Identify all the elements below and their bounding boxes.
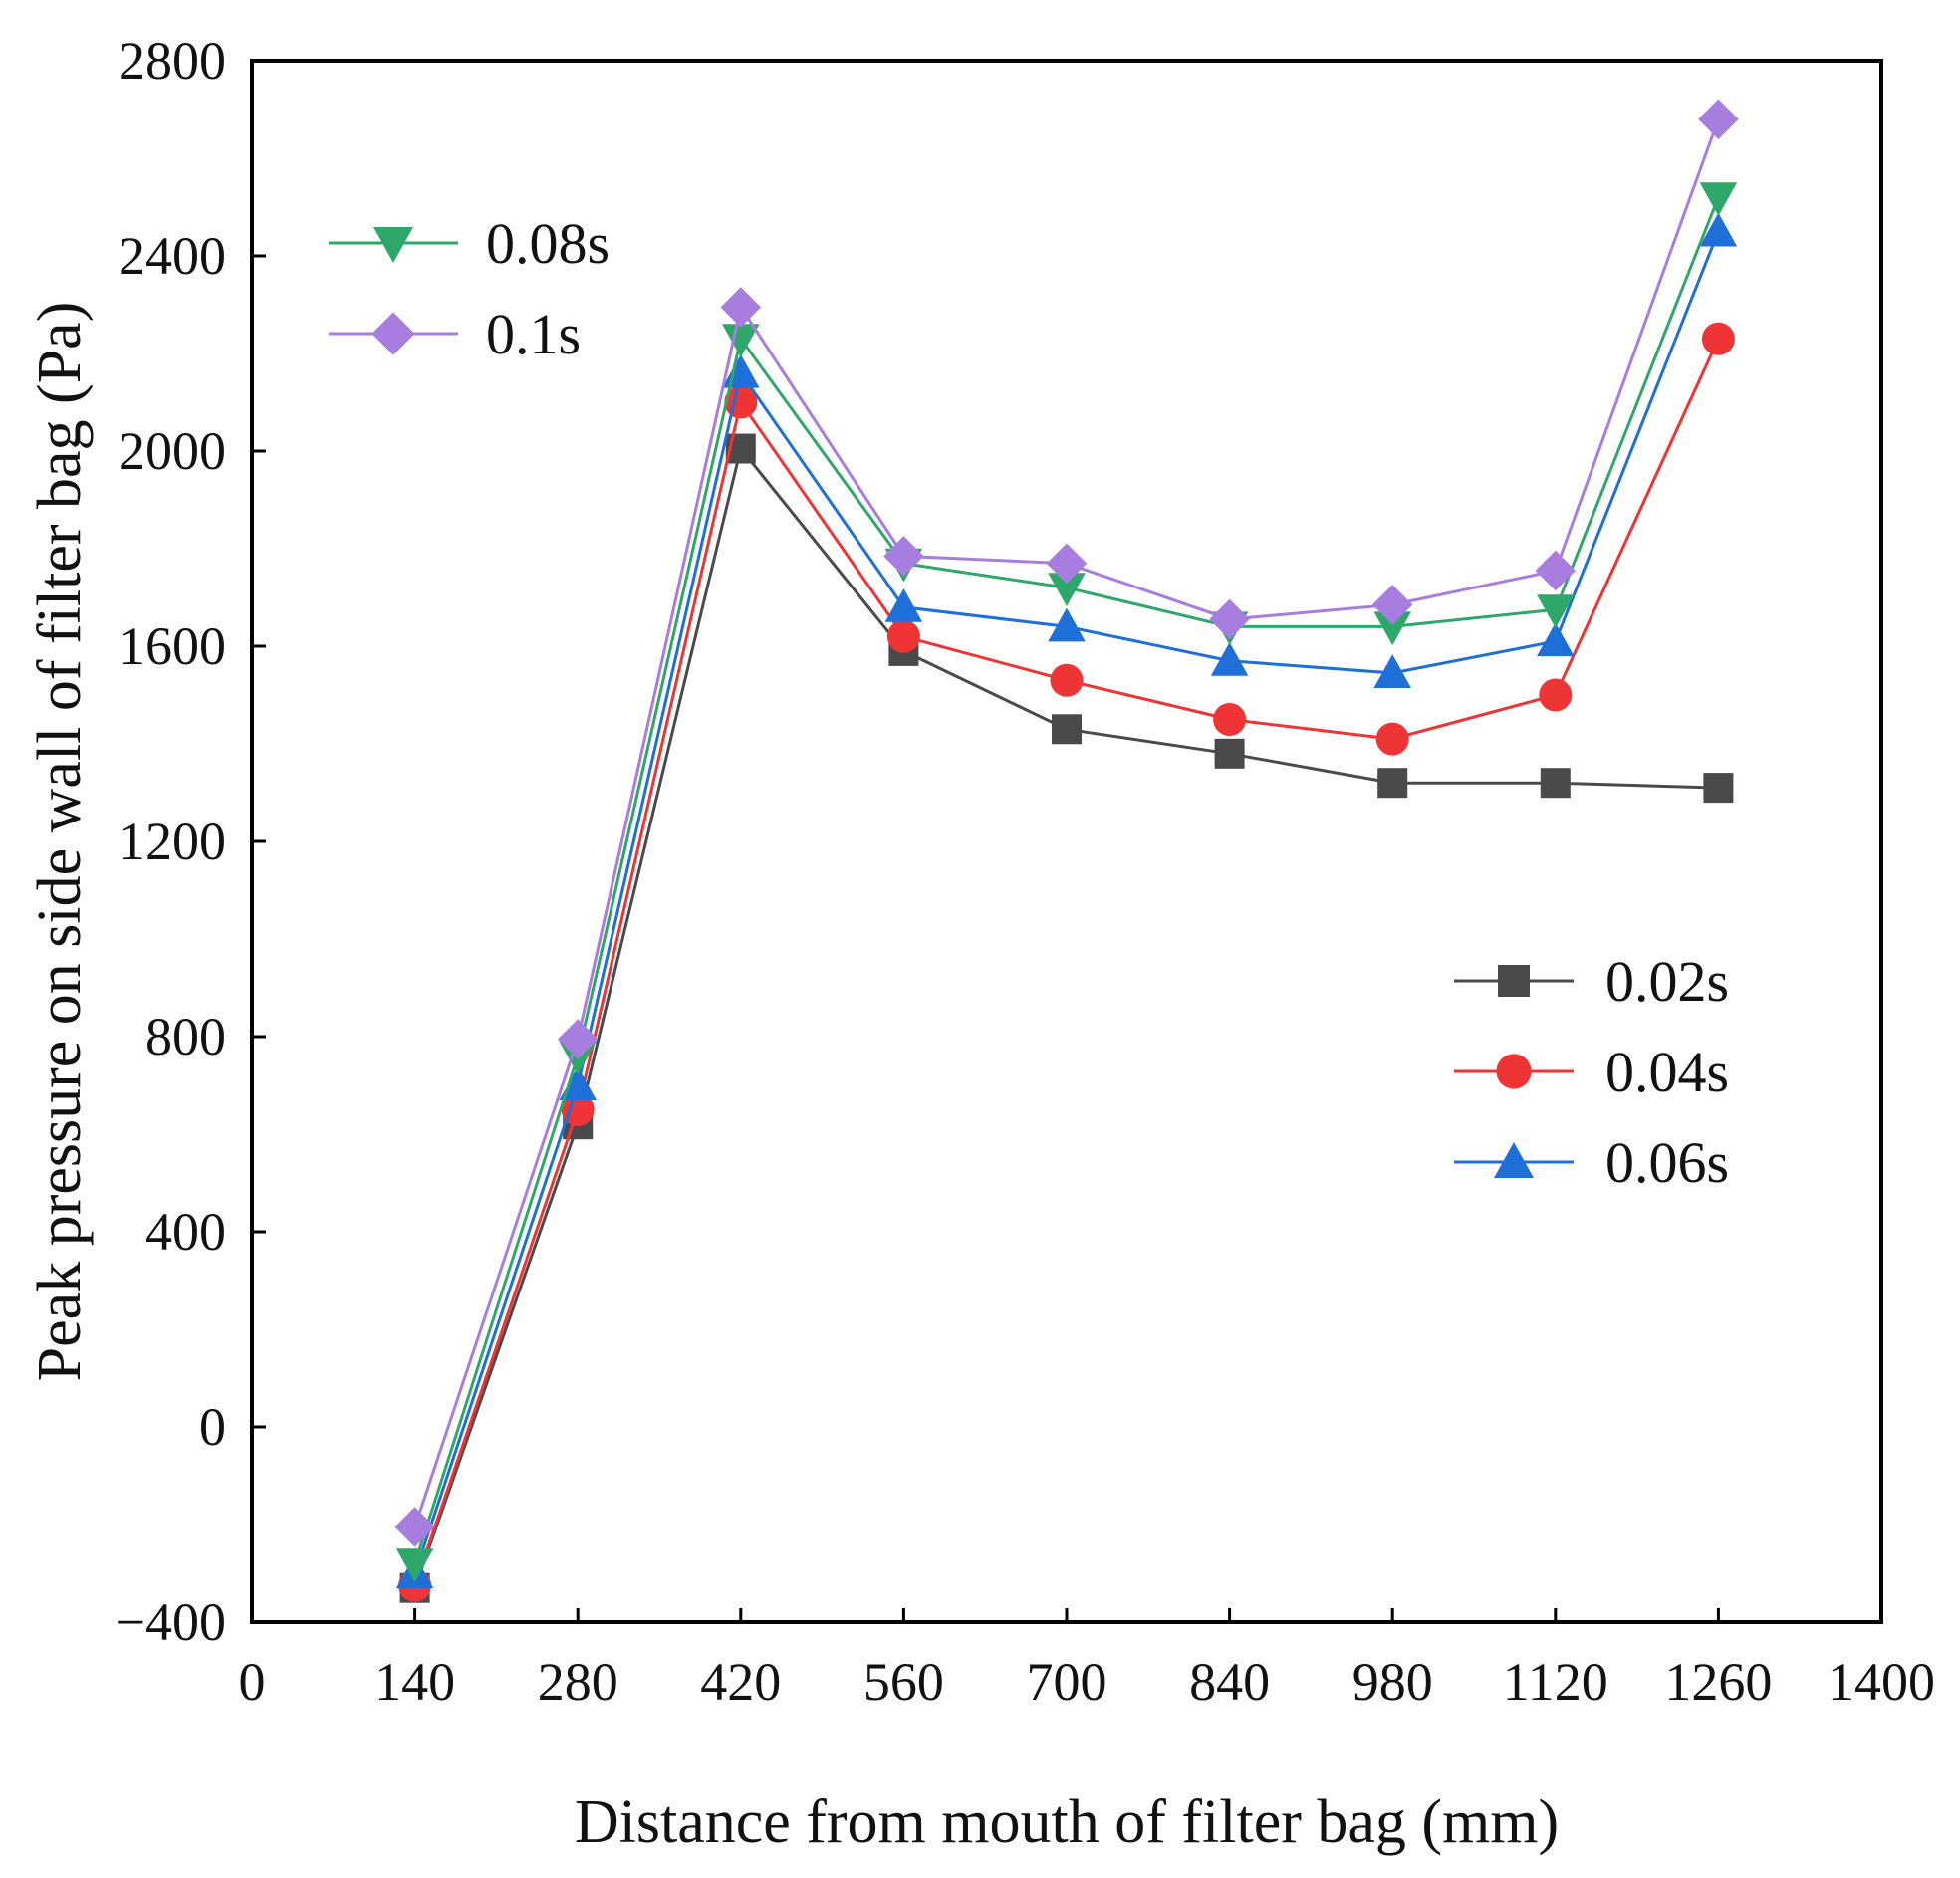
y-tick-label-400: 400 (145, 1202, 226, 1262)
data-point-0-1s-140 (394, 1507, 435, 1547)
legend-middle-right: 0.02s 0.04s 0.06s (1454, 949, 1729, 1195)
data-point-0-08s-980 (1373, 611, 1411, 646)
y-tick-label-0: 0 (199, 1397, 226, 1457)
data-point-0-04s-840 (1213, 703, 1247, 736)
x-tick-label-1260: 1260 (1664, 1652, 1772, 1712)
legend-entry-0-06s: 0.06s (1454, 1130, 1729, 1195)
y-tick-label-2000: 2000 (119, 421, 226, 481)
legend-marker-0-04s (1496, 1054, 1532, 1089)
legend-entry-0-1s: 0.1s (329, 302, 581, 366)
data-point-0-02s-700 (1052, 714, 1082, 745)
legend-label-0-02s: 0.02s (1605, 949, 1729, 1014)
x-tick-label-1120: 1120 (1503, 1652, 1608, 1712)
series-0-1s (394, 99, 1739, 1547)
data-point-0-02s-1120 (1540, 768, 1571, 799)
data-point-0-04s-980 (1375, 722, 1409, 756)
data-point-0-08s-420 (722, 324, 760, 358)
data-point-0-02s-840 (1214, 738, 1245, 769)
x-tick-label-700: 700 (1027, 1652, 1107, 1712)
legend-top-left: 0.08s 0.1s (329, 211, 610, 366)
data-point-0-1s-280 (557, 1019, 599, 1059)
x-tick-label-420: 420 (700, 1652, 781, 1712)
data-point-0-1s-1260 (1698, 99, 1739, 140)
data-point-0-1s-560 (883, 536, 924, 577)
series-line-0-08s (413, 196, 1720, 1564)
ticks-layer: 0 140 280 420 560 700 840 980 1120 1260 1400−40004… (116, 31, 1935, 1712)
y-tick-label-1200: 1200 (119, 812, 226, 871)
series-0-06s (395, 212, 1738, 1588)
legend-marker-0-06s (1494, 1142, 1534, 1178)
legend-marker-0-02s (1498, 965, 1530, 997)
data-point-0-08s-1120 (1537, 594, 1575, 628)
data-point-0-06s-980 (1373, 654, 1411, 688)
x-tick-label-0: 0 (239, 1652, 266, 1712)
y-tick-label-800: 800 (145, 1007, 226, 1066)
data-point-0-08s-1260 (1699, 182, 1738, 216)
y-tick-label-2400: 2400 (119, 226, 226, 286)
data-point-0-08s-700 (1048, 573, 1086, 606)
y-tick-label--400: −400 (116, 1592, 226, 1652)
legend-entry-0-02s: 0.02s (1454, 949, 1729, 1014)
x-tick-label-840: 840 (1189, 1652, 1270, 1712)
x-tick-label-980: 980 (1352, 1652, 1433, 1712)
legend-label-0-08s: 0.08s (486, 211, 610, 276)
data-point-0-02s-980 (1377, 768, 1408, 799)
data-point-0-06s-840 (1210, 641, 1249, 676)
data-point-0-06s-1260 (1699, 212, 1738, 247)
y-tick-label-2800: 2800 (119, 31, 226, 91)
series-layer (394, 99, 1739, 1603)
legend-marker-0-1s (371, 312, 415, 355)
legend-entry-0-08s: 0.08s (329, 211, 610, 276)
plot-frame (250, 59, 1883, 1624)
series-line-0-04s (413, 338, 1720, 1586)
series-line-0-06s (413, 230, 1720, 1574)
data-point-0-04s-1120 (1539, 678, 1573, 712)
legend-label-0-1s: 0.1s (486, 302, 581, 366)
data-point-0-04s-700 (1050, 663, 1084, 697)
data-point-0-1s-840 (1209, 598, 1250, 640)
data-point-0-06s-280 (559, 1066, 597, 1100)
x-tick-label-280: 280 (538, 1652, 618, 1712)
data-point-0-06s-700 (1048, 607, 1086, 642)
legend-entry-0-04s: 0.04s (1454, 1040, 1729, 1104)
y-tick-label-1600: 1600 (119, 616, 226, 676)
legend-layer: 0.08s 0.1s 0.02s 0.04s 0.06s (329, 211, 1729, 1195)
x-tick-label-140: 140 (374, 1652, 455, 1712)
data-point-0-1s-980 (1371, 585, 1413, 625)
x-axis-title: Distance from mouth of filter bag (mm) (575, 1788, 1559, 1856)
data-point-0-1s-1120 (1535, 550, 1577, 591)
x-tick-label-560: 560 (863, 1652, 944, 1712)
legend-label-0-06s: 0.06s (1605, 1130, 1729, 1195)
data-point-0-04s-560 (886, 619, 920, 653)
legend-label-0-04s: 0.04s (1605, 1040, 1729, 1104)
data-point-0-02s-1260 (1703, 773, 1734, 804)
data-point-0-1s-700 (1046, 543, 1088, 584)
legend-marker-0-08s (373, 227, 413, 263)
data-point-0-08s-140 (395, 1548, 434, 1582)
data-point-0-06s-560 (884, 588, 923, 622)
data-point-0-04s-1260 (1701, 322, 1735, 355)
data-point-0-04s-280 (561, 1093, 595, 1126)
x-tick-label-1400: 1400 (1828, 1652, 1935, 1712)
series-line-0-1s (413, 118, 1720, 1527)
y-axis-title: Peak pressure on side wall of filter bag… (26, 302, 94, 1382)
data-point-0-1s-420 (720, 287, 762, 328)
series-0-08s (395, 182, 1738, 1582)
data-point-0-06s-1120 (1537, 622, 1575, 657)
